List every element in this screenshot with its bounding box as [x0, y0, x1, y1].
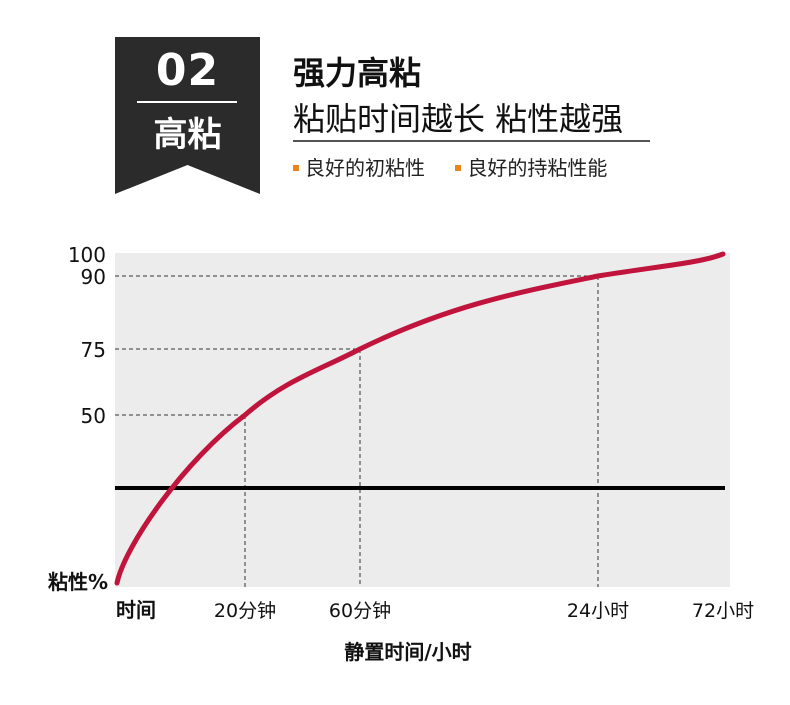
feature-item: 良好的持粘性能 [455, 152, 607, 181]
y-tick-label: 90 [81, 265, 106, 289]
adhesion-curve [114, 251, 726, 586]
section-title: 强力高粘 [293, 54, 422, 92]
x-tick-label: 60分钟 [329, 600, 391, 622]
y-axis-label: 粘性% [48, 570, 108, 594]
y-tick-label: 100 [68, 243, 106, 267]
badge-label: 高粘 [153, 115, 222, 155]
y-tick-label: 50 [81, 404, 106, 428]
x-tick-label: 72小时 [692, 600, 754, 622]
plot-area [115, 253, 730, 587]
section-badge: 02 高粘 [115, 37, 260, 194]
feature-list: 良好的初粘性 良好的持粘性能 [293, 152, 631, 181]
x-origin-label: 时间 [116, 598, 156, 622]
badge-number: 02 [155, 45, 220, 96]
x-axis-label: 静置时间/小时 [344, 640, 471, 664]
header-divider [293, 140, 650, 142]
x-tick-label: 20分钟 [214, 600, 276, 622]
feature-label: 良好的初粘性 [305, 156, 425, 180]
bullet-icon [293, 164, 299, 171]
badge-divider [137, 101, 237, 103]
feature-label: 良好的持粘性能 [467, 156, 608, 180]
bullet-icon [455, 164, 462, 171]
feature-item: 良好的初粘性 [293, 152, 425, 181]
section-subtitle: 粘贴时间越长 粘性越强 [293, 100, 624, 138]
badge-shape [115, 37, 260, 194]
x-tick-label: 24小时 [567, 600, 629, 622]
y-tick-label: 75 [81, 338, 106, 362]
